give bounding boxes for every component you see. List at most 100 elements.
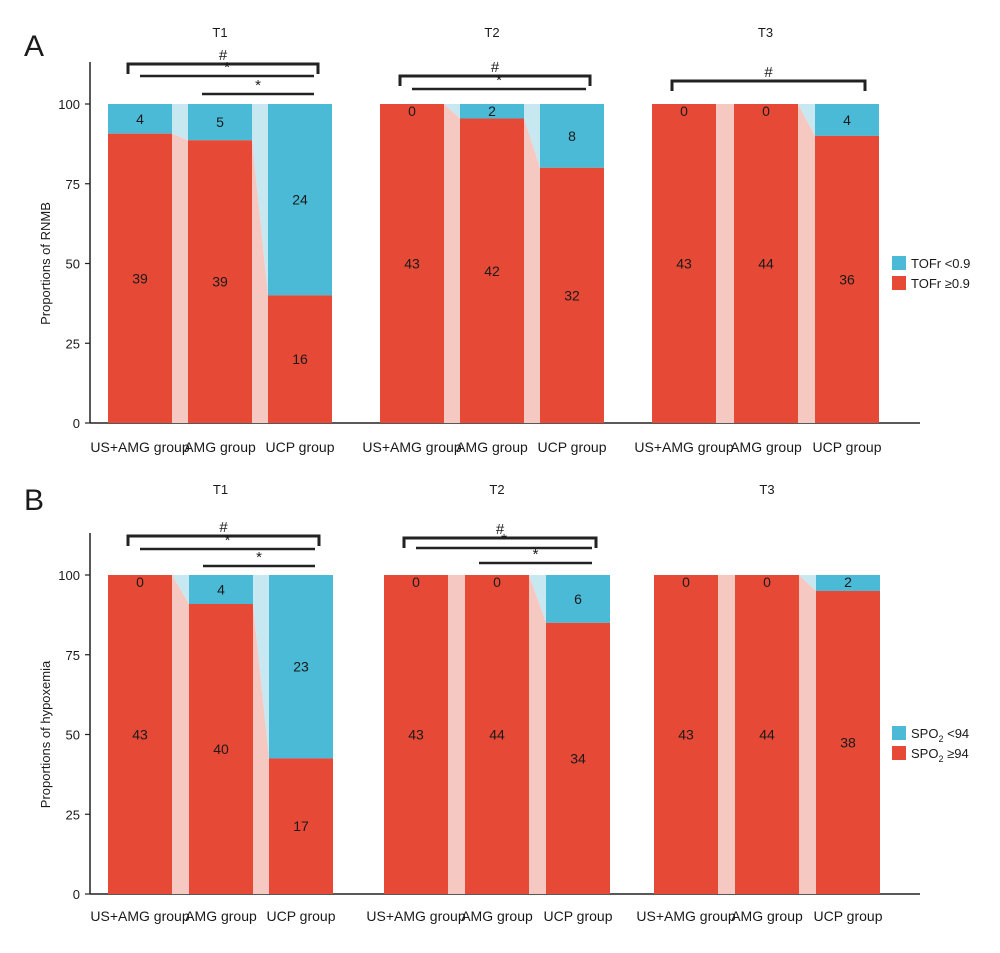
group-title: T1: [213, 482, 228, 497]
segment-label-low: 0: [763, 574, 771, 590]
x-tick-label: US+AMG group: [366, 908, 465, 924]
segment-label-high: 34: [570, 750, 586, 766]
connector-high: [798, 104, 815, 423]
bar-high-amg: [460, 118, 524, 423]
bar-high-ucp: [816, 590, 880, 894]
legend: TOFr <0.9 TOFr ≥0.9: [892, 256, 970, 291]
legend-text: SPO: [911, 746, 938, 761]
y-tick-label: 75: [66, 177, 80, 192]
x-tick-label: UCP group: [265, 439, 334, 455]
bar-high-ucp: [546, 622, 610, 894]
group-title: T2: [484, 25, 499, 40]
bar-low-us-amg: [108, 104, 172, 134]
connector-high: [718, 575, 735, 894]
segment-label-high: 40: [213, 741, 229, 757]
group-t1: T1 4 39 US+AMG group 5 39 AMG group 24 16 UCP gro…: [90, 25, 334, 455]
connector-high: [172, 133, 188, 423]
x-tick-label: US+AMG group: [90, 908, 189, 924]
segment-label-low: 5: [216, 114, 224, 130]
segment-label-low: 0: [408, 103, 416, 119]
x-tick-label: AMG group: [456, 439, 528, 455]
significance-symbol: #: [491, 59, 500, 76]
segment-label-high: 43: [678, 727, 694, 743]
bar-high-ucp: [540, 167, 604, 423]
bar-high-amg: [188, 140, 252, 423]
significance-symbol: *: [225, 532, 231, 549]
legend-swatch-high: [892, 746, 906, 760]
significance-bracket: [126, 62, 320, 74]
segment-label-low: 8: [568, 128, 576, 144]
x-tick-label: AMG group: [730, 439, 802, 455]
significance-bracket: [402, 536, 598, 548]
group-t1: T1 0 43 US+AMG group 4 40 AMG group 23 17 UCP gro…: [90, 482, 335, 924]
bar-low-ucp: [546, 575, 610, 623]
group-title: T2: [489, 482, 504, 497]
significance-bracket: [398, 74, 592, 86]
bar-high-us-amg: [108, 575, 172, 894]
y-tick-label: 100: [58, 97, 80, 112]
bar-low-ucp: [268, 104, 332, 296]
y-axis-label: Proportions of hypoxemia: [38, 660, 53, 808]
connector-high: [252, 140, 268, 423]
connector-low: [799, 575, 816, 591]
segment-label-high: 39: [132, 270, 148, 286]
connector-high: [799, 575, 816, 894]
significance-symbol: *: [255, 77, 261, 94]
y-tick-label: 50: [66, 728, 80, 743]
x-tick-label: AMG group: [185, 908, 257, 924]
group-title: T3: [758, 25, 773, 40]
bar-low-ucp: [815, 104, 879, 136]
significance-bracket: [126, 534, 321, 546]
segment-label-high: 43: [132, 727, 148, 743]
bar-high-us-amg: [108, 133, 172, 423]
bar-high-us-amg: [652, 104, 716, 423]
legend-swatch-low: [892, 726, 906, 740]
segment-label-high: 42: [484, 263, 500, 279]
y-tick-label: 0: [73, 416, 80, 431]
bar-high-amg: [465, 575, 529, 894]
x-tick-label: UCP group: [543, 908, 612, 924]
legend-label: TOFr ≥0.9: [911, 276, 970, 291]
significance-symbol: #: [219, 47, 228, 64]
y-tick-label: 75: [66, 648, 80, 663]
bar-high-ucp: [268, 295, 332, 423]
legend-tail: ≥94: [943, 746, 968, 761]
bar-high-ucp: [815, 135, 879, 423]
segment-label-high: 38: [840, 734, 856, 750]
segment-label-high: 43: [676, 256, 692, 272]
segment-label-low: 2: [844, 574, 852, 590]
segment-label-low: 0: [762, 103, 770, 119]
bar-high-us-amg: [380, 104, 444, 423]
x-tick-label: UCP group: [812, 439, 881, 455]
significance-symbol: *: [501, 531, 507, 548]
connector-high: [716, 104, 734, 423]
connector-high: [529, 575, 546, 894]
bar-low-ucp: [540, 104, 604, 168]
panel-label: A: [24, 30, 44, 63]
group-title: T3: [759, 482, 774, 497]
group-t3: T3 0 43 US+AMG group 0 44 AMG group 4 36 UCP grou…: [634, 25, 881, 455]
segment-label-low: 6: [574, 591, 582, 607]
x-tick-label: US+AMG group: [90, 439, 189, 455]
y-tick-label: 50: [66, 257, 80, 272]
legend-swatch-low: [892, 256, 906, 270]
x-tick-label: UCP group: [266, 908, 335, 924]
connector-low: [253, 575, 269, 759]
segment-label-high: 36: [839, 271, 855, 287]
significance-symbol: #: [219, 519, 228, 536]
bar-low-ucp: [269, 575, 333, 759]
segment-label-low: 4: [843, 112, 851, 128]
significance-symbol: *: [533, 546, 539, 563]
legend-subscript: 2: [938, 734, 943, 744]
segment-label-high: 43: [404, 256, 420, 272]
y-tick-label: 25: [66, 336, 80, 351]
segment-label-high: 16: [292, 351, 308, 367]
bar-low-ucp: [816, 575, 880, 591]
connector-high: [253, 604, 269, 894]
segment-label-low: 2: [488, 103, 496, 119]
connector-low: [252, 104, 268, 296]
segment-label-low: 0: [682, 574, 690, 590]
x-tick-label: UCP group: [537, 439, 606, 455]
